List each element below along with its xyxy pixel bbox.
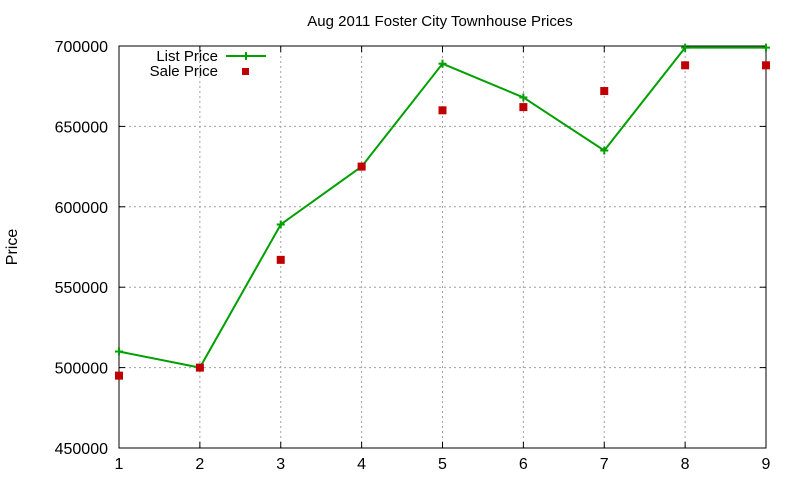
x-tick-label: 7: [600, 456, 609, 473]
y-tick-label: 600000: [55, 200, 108, 217]
x-tick-label: 6: [519, 456, 528, 473]
data-point-list-price: [600, 146, 609, 155]
data-point-sale-price: [115, 371, 123, 380]
y-tick-label: 450000: [55, 441, 108, 458]
data-point-sale-price: [357, 162, 366, 171]
data-point-list-price: [762, 43, 770, 52]
chart-title: Aug 2011 Foster City Townhouse Prices: [307, 13, 572, 30]
data-point-sale-price: [195, 363, 204, 372]
data-point-list-price: [115, 347, 123, 356]
data-point-sale-price: [438, 106, 447, 115]
legend-label-sale-price: Sale Price: [150, 63, 218, 80]
y-axis-label: Price: [4, 229, 21, 266]
y-tick-label: 650000: [55, 119, 108, 136]
data-point-list-price: [681, 43, 690, 52]
legend: List Price Sale Price: [150, 48, 266, 80]
y-tick-label: 500000: [55, 361, 108, 378]
data-point-sale-price: [600, 87, 609, 96]
x-tick-label: 1: [115, 456, 124, 473]
grid-lines: [119, 46, 766, 448]
legend-swatch-sale-price: [242, 68, 249, 75]
x-tick-label: 3: [276, 456, 285, 473]
legend-swatch-list-price: [226, 52, 266, 60]
data-point-sale-price: [519, 103, 528, 112]
data-point-list-price: [438, 59, 447, 68]
x-tick-label: 4: [357, 456, 366, 473]
legend-label-list-price: List Price: [156, 48, 218, 65]
axis-ticks: 1 2 3 4 5 6 7 8 9 450000 500000 550000 600000 650000 7…: [55, 39, 771, 473]
data-point-list-price: [519, 93, 528, 102]
data-point-sale-price: [762, 61, 770, 70]
data-point-sale-price: [276, 255, 285, 264]
data-point-sale-price: [681, 61, 690, 70]
series-layer: [115, 43, 770, 380]
y-tick-label: 550000: [55, 280, 108, 297]
y-tick-label: 700000: [55, 39, 108, 56]
x-tick-label: 9: [762, 456, 771, 473]
x-tick-label: 5: [438, 456, 447, 473]
x-tick-label: 8: [681, 456, 690, 473]
data-point-list-price: [276, 220, 285, 229]
x-tick-label: 2: [195, 456, 204, 473]
